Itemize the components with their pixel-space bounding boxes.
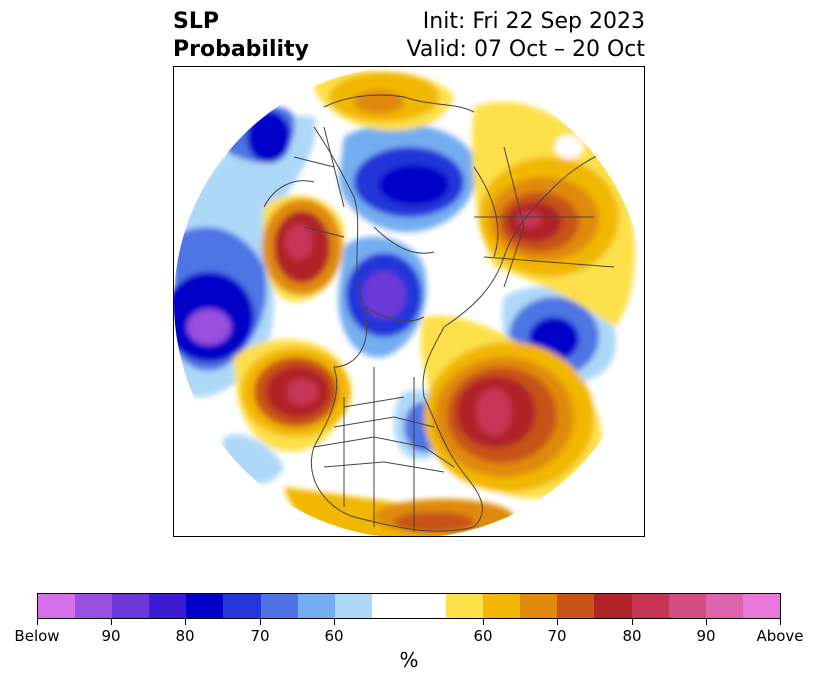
colorbar-tick xyxy=(111,619,112,625)
colorbar-seg-above-1 xyxy=(446,594,484,618)
colorbar-tick xyxy=(780,619,781,625)
land-outlines xyxy=(263,94,615,532)
colorbar-seg-below-2 xyxy=(75,594,113,618)
colorbar-seg-above-6 xyxy=(631,594,669,618)
colorbar-tick xyxy=(632,619,633,625)
title-product: Probability xyxy=(173,37,309,62)
colorbar-tick-label: 80 xyxy=(622,627,642,645)
colorbar-tick xyxy=(334,619,335,625)
map-date-info: Init: Fri 22 Sep 2023 Valid: 07 Oct – 20… xyxy=(407,8,645,64)
map-panel xyxy=(173,66,645,537)
colorbar-seg-below-3 xyxy=(112,594,150,618)
colorbar-seg-above-9 xyxy=(742,594,780,618)
colorbar-seg-below-4 xyxy=(149,594,187,618)
colorbar-tick-label: Below xyxy=(14,627,60,645)
colorbar-tick-label: 90 xyxy=(696,627,716,645)
colorbar-seg-above-3 xyxy=(520,594,558,618)
colorbar-tick xyxy=(37,619,38,625)
colorbar-tick xyxy=(557,619,558,625)
colorbar-seg-above-4 xyxy=(557,594,595,618)
colorbar-seg-above-5 xyxy=(594,594,632,618)
colorbar-tick-label: 70 xyxy=(250,627,270,645)
colorbar-seg-below-8 xyxy=(297,594,335,618)
colorbar-tick xyxy=(260,619,261,625)
colorbar-seg-neutral xyxy=(371,594,447,618)
colorbar xyxy=(37,593,781,619)
colorbar-unit-label: % xyxy=(399,648,419,672)
valid-range: Valid: 07 Oct – 20 Oct xyxy=(406,37,645,62)
colorbar-tick xyxy=(185,619,186,625)
colorbar-seg-above-8 xyxy=(705,594,743,618)
colorbar-tick-label: 60 xyxy=(473,627,493,645)
colorbar-tick-label: Above xyxy=(756,627,804,645)
colorbar-tick xyxy=(706,619,707,625)
colorbar-tick-label: 60 xyxy=(324,627,344,645)
colorbar-tick-label: 90 xyxy=(101,627,121,645)
polar-map xyxy=(174,67,644,536)
colorbar-tick-label: 70 xyxy=(547,627,567,645)
colorbar-seg-below-7 xyxy=(260,594,298,618)
colorbar-seg-below-5 xyxy=(186,594,224,618)
colorbar-tick-label: 80 xyxy=(175,627,195,645)
colorbar-seg-below-9 xyxy=(334,594,372,618)
title-variable: SLP xyxy=(173,9,219,34)
map-title: SLP Probability xyxy=(173,8,309,64)
colorbar-seg-above-7 xyxy=(668,594,706,618)
colorbar-tick xyxy=(483,619,484,625)
colorbar-seg-below-1 xyxy=(38,594,76,618)
colorbar-seg-below-6 xyxy=(223,594,261,618)
init-date: Init: Fri 22 Sep 2023 xyxy=(422,9,645,34)
colorbar-seg-above-2 xyxy=(483,594,521,618)
